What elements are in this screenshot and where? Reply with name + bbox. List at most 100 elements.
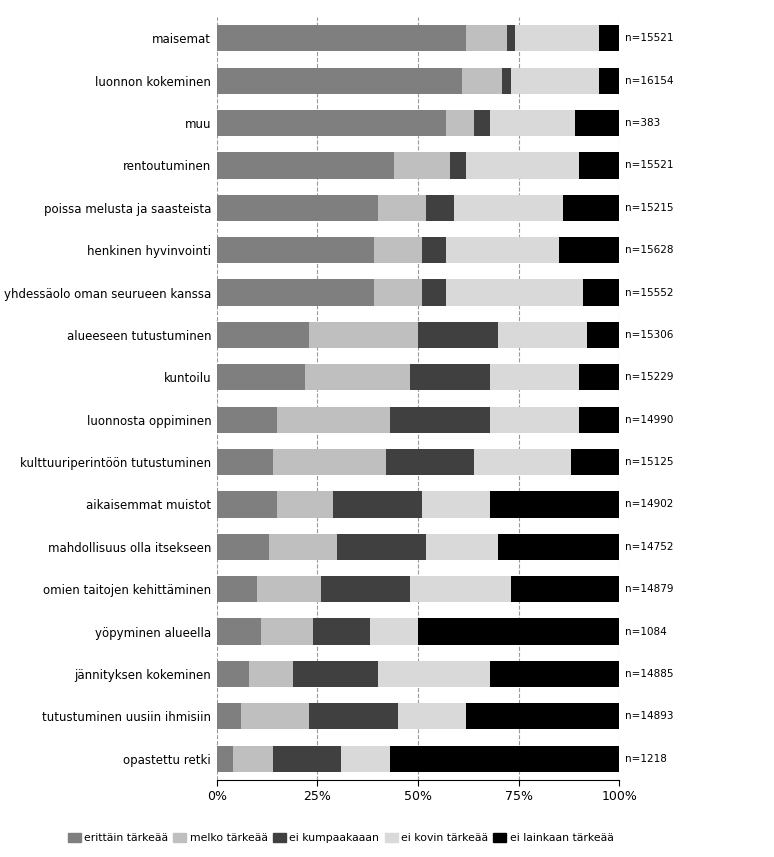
Bar bbox=[310, 322, 418, 348]
Bar bbox=[390, 746, 619, 772]
Bar bbox=[498, 534, 619, 560]
Bar bbox=[426, 195, 454, 221]
Bar bbox=[305, 364, 410, 391]
Bar bbox=[466, 25, 506, 51]
Bar bbox=[233, 746, 273, 772]
Bar bbox=[446, 279, 583, 306]
Bar bbox=[579, 364, 619, 391]
Bar bbox=[474, 449, 571, 475]
Text: n=14879: n=14879 bbox=[625, 584, 673, 594]
Bar bbox=[374, 237, 422, 263]
Text: n=15229: n=15229 bbox=[625, 372, 673, 382]
Bar bbox=[337, 534, 426, 560]
Bar bbox=[583, 279, 619, 306]
Bar bbox=[498, 322, 587, 348]
Bar bbox=[321, 576, 410, 602]
Bar bbox=[491, 491, 619, 518]
Bar bbox=[370, 619, 418, 644]
Bar bbox=[462, 68, 502, 93]
Bar bbox=[277, 491, 334, 518]
Bar bbox=[217, 576, 257, 602]
Bar bbox=[511, 68, 599, 93]
Bar bbox=[506, 25, 515, 51]
Bar bbox=[599, 25, 619, 51]
Bar bbox=[310, 704, 398, 729]
Bar bbox=[217, 68, 462, 93]
Bar bbox=[398, 704, 466, 729]
Bar bbox=[579, 406, 619, 433]
Bar bbox=[563, 195, 619, 221]
Bar bbox=[341, 746, 390, 772]
Bar bbox=[217, 322, 310, 348]
Bar bbox=[515, 25, 599, 51]
Bar bbox=[277, 406, 390, 433]
Text: n=15521: n=15521 bbox=[625, 160, 673, 171]
Text: n=15215: n=15215 bbox=[625, 203, 673, 213]
Bar bbox=[378, 195, 426, 221]
Bar bbox=[390, 406, 491, 433]
Bar bbox=[217, 406, 277, 433]
Bar bbox=[599, 68, 619, 93]
Bar bbox=[249, 661, 293, 687]
Text: n=15521: n=15521 bbox=[625, 33, 673, 44]
Text: n=15125: n=15125 bbox=[625, 457, 673, 467]
Bar bbox=[217, 491, 277, 518]
Text: n=14752: n=14752 bbox=[625, 542, 673, 552]
Bar bbox=[378, 661, 491, 687]
Bar bbox=[217, 534, 269, 560]
Bar bbox=[385, 449, 474, 475]
Bar bbox=[422, 237, 446, 263]
Bar bbox=[418, 322, 498, 348]
Bar bbox=[217, 25, 466, 51]
Bar bbox=[217, 279, 374, 306]
Bar bbox=[491, 661, 619, 687]
Bar bbox=[394, 153, 450, 178]
Text: n=383: n=383 bbox=[625, 118, 660, 128]
Bar bbox=[257, 576, 321, 602]
Bar bbox=[474, 110, 491, 136]
Bar bbox=[575, 110, 619, 136]
Bar bbox=[217, 619, 261, 644]
Bar bbox=[466, 153, 579, 178]
Bar bbox=[334, 491, 422, 518]
Bar bbox=[374, 279, 422, 306]
Bar bbox=[426, 534, 498, 560]
Bar bbox=[418, 619, 619, 644]
Bar bbox=[313, 619, 370, 644]
Bar bbox=[273, 746, 341, 772]
Text: n=15628: n=15628 bbox=[625, 245, 673, 255]
Bar bbox=[446, 237, 559, 263]
Bar bbox=[587, 322, 619, 348]
Text: n=15552: n=15552 bbox=[625, 288, 673, 297]
Bar bbox=[217, 364, 305, 391]
Legend: erittäin tärkeää, melko tärkeää, ei kumpaakaaan, ei kovin tärkeää, ei lainkaan t: erittäin tärkeää, melko tärkeää, ei kump… bbox=[63, 829, 618, 848]
Bar bbox=[491, 110, 575, 136]
Text: n=14902: n=14902 bbox=[625, 500, 673, 509]
Bar bbox=[511, 576, 619, 602]
Bar bbox=[491, 364, 579, 391]
Bar bbox=[559, 237, 619, 263]
Bar bbox=[273, 449, 385, 475]
Bar bbox=[491, 406, 579, 433]
Text: n=15306: n=15306 bbox=[625, 330, 673, 340]
Bar bbox=[446, 110, 474, 136]
Text: n=14893: n=14893 bbox=[625, 711, 673, 722]
Text: n=1084: n=1084 bbox=[625, 626, 667, 637]
Bar bbox=[454, 195, 563, 221]
Bar bbox=[422, 279, 446, 306]
Bar bbox=[579, 153, 619, 178]
Bar bbox=[502, 68, 511, 93]
Bar bbox=[410, 364, 491, 391]
Bar bbox=[217, 746, 233, 772]
Text: n=16154: n=16154 bbox=[625, 75, 673, 86]
Bar bbox=[466, 704, 619, 729]
Text: n=14885: n=14885 bbox=[625, 669, 673, 679]
Bar bbox=[422, 491, 491, 518]
Bar bbox=[450, 153, 466, 178]
Bar bbox=[217, 153, 394, 178]
Text: n=14990: n=14990 bbox=[625, 415, 673, 425]
Bar bbox=[293, 661, 378, 687]
Bar bbox=[241, 704, 310, 729]
Bar bbox=[261, 619, 313, 644]
Bar bbox=[269, 534, 337, 560]
